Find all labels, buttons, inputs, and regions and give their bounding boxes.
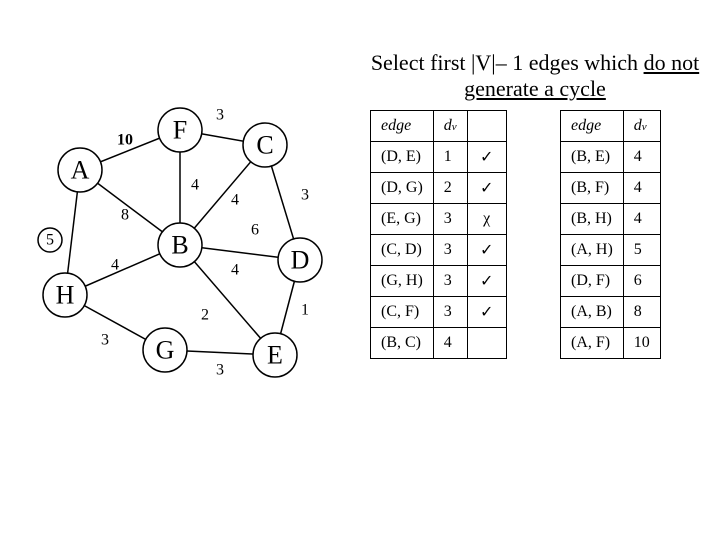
table-row: (A, B)8: [561, 297, 661, 328]
weight-H-B: 4: [111, 257, 119, 274]
table-row: (C, D)3✓: [371, 235, 507, 266]
weight-A-F: 10: [117, 132, 133, 149]
node-label-D: D: [291, 246, 310, 275]
node-label-A: A: [71, 156, 90, 185]
title: Select first |V|– 1 edges which do not g…: [370, 50, 700, 102]
node-label-E: E: [267, 341, 283, 370]
node-label-G: G: [156, 336, 175, 365]
table-row: (B, H)4: [561, 204, 661, 235]
table-row: (G, H)3✓: [371, 266, 507, 297]
weight-C-D: 3: [301, 187, 309, 204]
col-dv: dv: [623, 111, 660, 142]
weight-F-C: 3: [216, 107, 224, 124]
node-label-B: B: [171, 231, 188, 260]
table-row: (B, E)4: [561, 142, 661, 173]
table-row: (D, G)2✓: [371, 173, 507, 204]
weight-B-E: 2: [201, 307, 209, 324]
weight-D-E: 1: [301, 302, 309, 319]
title-line1: Select first |V|– 1 edges which: [371, 50, 644, 75]
table-row: (B, F)4: [561, 173, 661, 204]
col-edge: edge: [561, 111, 624, 142]
graph-svg: A F C B D H G E 5 10 3 8 4 4 3 4 4 3 2 3 1 6: [20, 90, 350, 400]
weight-F-B: 4: [191, 177, 199, 194]
table-row: (D, E)1✓: [371, 142, 507, 173]
weight-C-B: 4: [231, 192, 239, 209]
table-row: (E, G)3χ: [371, 204, 507, 235]
col-edge: edge: [371, 111, 434, 142]
table-row: (C, F)3✓: [371, 297, 507, 328]
node-label-F: F: [173, 116, 187, 145]
svg-text:5: 5: [46, 232, 54, 249]
table-row: (D, F)6: [561, 266, 661, 297]
weight-G-E: 3: [216, 362, 224, 379]
node-label-H: H: [56, 281, 75, 310]
node-label-C: C: [256, 131, 273, 160]
table-row: (A, F)10: [561, 328, 661, 359]
table-row: (A, H)5: [561, 235, 661, 266]
col-dv: dv: [433, 111, 467, 142]
table-row: (B, C)4: [371, 328, 507, 359]
weight-B-D: 4: [231, 262, 239, 279]
edge-table-1: edgedv (D, E)1✓(D, G)2✓(E, G)3χ(C, D)3✓(…: [370, 110, 507, 359]
weight-B-F: 6: [251, 222, 259, 239]
weight-H-G: 3: [101, 332, 109, 349]
weight-A-B: 8: [121, 207, 129, 224]
edge-table-2: edgedv(B, E)4(B, F)4(B, H)4(A, H)5(D, F)…: [560, 110, 661, 359]
